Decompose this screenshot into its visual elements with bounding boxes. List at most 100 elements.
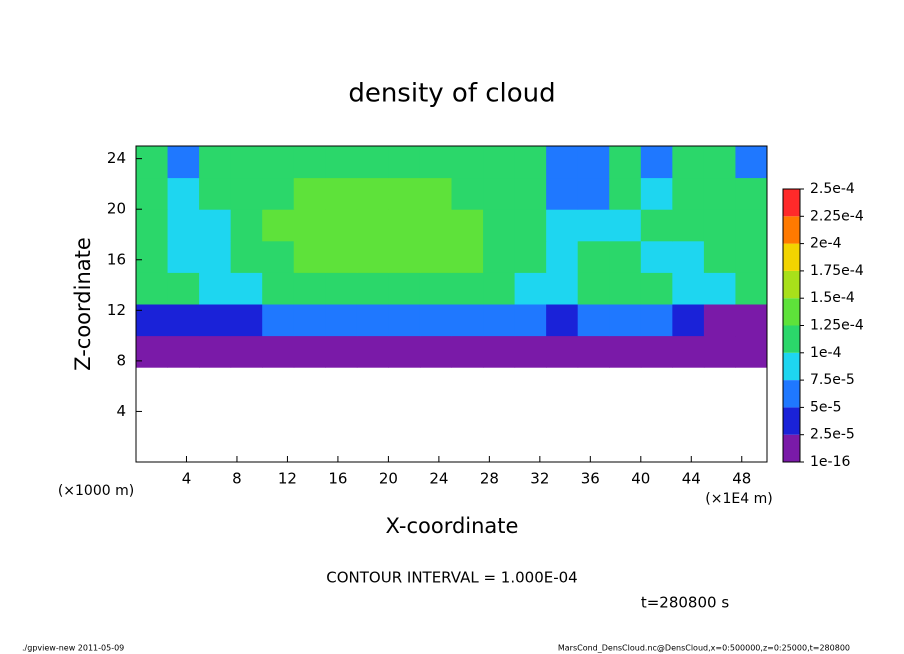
y-tick-label: 8 — [116, 351, 126, 369]
cell — [577, 272, 610, 305]
cell — [546, 240, 579, 273]
cell — [451, 177, 484, 210]
cell — [136, 335, 169, 368]
cell — [703, 272, 736, 305]
cell — [199, 304, 232, 337]
cell — [640, 240, 673, 273]
cell — [640, 335, 673, 368]
y-tick-label: 4 — [116, 402, 126, 420]
cell — [703, 177, 736, 210]
colorbar-label: 1.25e-4 — [810, 318, 864, 334]
cell — [199, 335, 232, 368]
cell — [419, 304, 452, 337]
cell — [136, 146, 169, 179]
cell — [735, 272, 768, 305]
cell — [735, 209, 768, 242]
cell — [230, 146, 263, 179]
colorbar-label: 5e-5 — [810, 399, 841, 415]
plot-frame — [135, 145, 768, 463]
cell — [356, 304, 389, 337]
cell — [325, 146, 358, 179]
colorbar-band — [783, 434, 800, 462]
cell — [419, 209, 452, 242]
x-tick-label: 40 — [631, 470, 650, 488]
cell — [419, 272, 452, 305]
cell — [672, 335, 705, 368]
cell — [167, 272, 200, 305]
colorbar-band — [783, 189, 800, 217]
x-tick-label: 44 — [682, 470, 701, 488]
cell — [451, 240, 484, 273]
cell — [293, 272, 326, 305]
colorbar-label: 1e-4 — [810, 345, 842, 361]
cell — [451, 209, 484, 242]
cell — [262, 240, 295, 273]
y-tick-label: 12 — [107, 301, 126, 319]
cell — [703, 240, 736, 273]
cell — [356, 146, 389, 179]
cell — [388, 335, 421, 368]
colorbar-label: 2e-4 — [810, 236, 842, 252]
cell — [577, 177, 610, 210]
x-tick-label: 16 — [328, 470, 347, 488]
cell — [293, 209, 326, 242]
cell — [577, 335, 610, 368]
cell — [167, 177, 200, 210]
cell — [546, 335, 579, 368]
cell — [388, 240, 421, 273]
cell — [293, 177, 326, 210]
cell — [325, 209, 358, 242]
cell — [640, 146, 673, 179]
cell — [672, 209, 705, 242]
cell — [640, 209, 673, 242]
cell — [577, 304, 610, 337]
chart-title: density of cloud — [348, 79, 555, 109]
x-tick-label: 12 — [278, 470, 297, 488]
cell — [577, 240, 610, 273]
cell — [703, 146, 736, 179]
cell — [356, 209, 389, 242]
cell — [483, 335, 516, 368]
cell — [136, 240, 169, 273]
cell — [167, 335, 200, 368]
cell — [262, 304, 295, 337]
x-tick-label: 48 — [732, 470, 751, 488]
colorbar-band — [783, 298, 800, 326]
cell — [388, 209, 421, 242]
cell — [735, 335, 768, 368]
cell — [546, 272, 579, 305]
cell — [609, 240, 642, 273]
cell — [577, 209, 610, 242]
cell — [514, 209, 547, 242]
cell — [735, 146, 768, 179]
x-tick-label: 24 — [429, 470, 448, 488]
cell — [640, 272, 673, 305]
colorbar-label: 2.5e-5 — [810, 427, 855, 443]
x-tick-label: 20 — [379, 470, 398, 488]
cell — [546, 209, 579, 242]
cell — [451, 272, 484, 305]
cell — [388, 272, 421, 305]
cell — [199, 177, 232, 210]
cell — [640, 177, 673, 210]
cell — [451, 335, 484, 368]
cell — [293, 304, 326, 337]
colorbar-band — [783, 380, 800, 408]
y-tick-label: 16 — [107, 250, 126, 268]
colorbar-band — [783, 352, 800, 381]
cell — [293, 240, 326, 273]
x-tick-label: 36 — [581, 470, 600, 488]
cell — [293, 146, 326, 179]
cell — [514, 146, 547, 179]
cell — [356, 272, 389, 305]
cell — [609, 177, 642, 210]
cell — [514, 240, 547, 273]
cell — [356, 177, 389, 210]
cell — [325, 240, 358, 273]
cell — [483, 209, 516, 242]
cell — [672, 177, 705, 210]
cell — [199, 209, 232, 242]
cell — [388, 177, 421, 210]
footer-left: ./gpview-new 2011-05-09 — [22, 644, 124, 653]
